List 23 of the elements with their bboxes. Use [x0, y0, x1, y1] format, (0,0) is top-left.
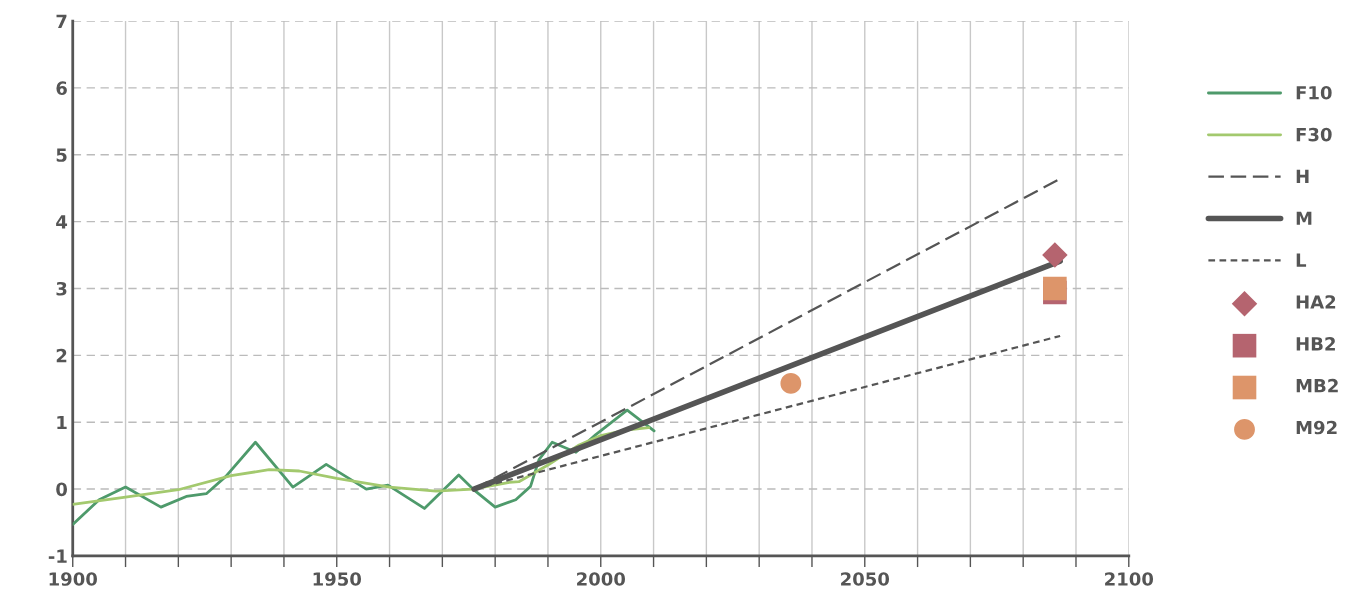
- y-tick-label: 7: [56, 14, 67, 28]
- y-tick-label: 4: [56, 215, 68, 229]
- x-tick-label: 2100: [1105, 572, 1154, 586]
- y-tick-label: 0: [56, 482, 68, 497]
- legend-label: H: [1296, 169, 1309, 184]
- y-tick-label: 6: [56, 81, 67, 96]
- legend-label: HB2: [1296, 337, 1335, 351]
- legend-label: F30: [1296, 127, 1332, 142]
- y-tick-label: 1: [57, 415, 67, 430]
- x-tick-label: 1900: [49, 572, 97, 586]
- y-tick-label: 5: [56, 148, 67, 162]
- y-tick-label: 2: [56, 348, 67, 363]
- x-tick-label: 2050: [841, 572, 890, 586]
- legend-label: MB2: [1296, 378, 1338, 393]
- y-tick-label: -1: [48, 549, 67, 563]
- x-tick-label: 2000: [577, 572, 626, 586]
- legend-label: F10: [1296, 85, 1332, 100]
- legend-label: M92: [1296, 420, 1337, 435]
- legend-label: M: [1296, 211, 1312, 225]
- y-tick-label: 3: [56, 281, 67, 296]
- legend-label: HA2: [1296, 295, 1336, 309]
- x-tick-label: 1950: [313, 572, 362, 586]
- legend-label: L: [1296, 253, 1307, 267]
